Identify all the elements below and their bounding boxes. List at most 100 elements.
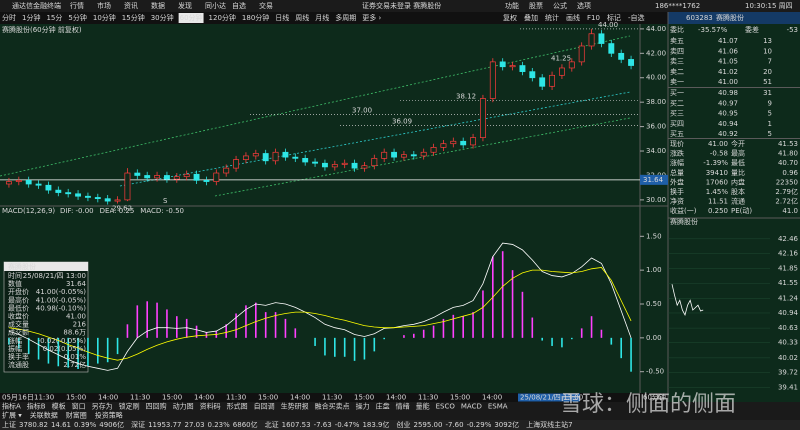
period-tab[interactable]: 30分钟 [151, 13, 174, 22]
tab[interactable]: 投资策略 [95, 411, 123, 420]
period-tab[interactable]: 15分钟 [122, 13, 145, 22]
tab[interactable]: 指标A [2, 402, 21, 411]
info-label: 换手率 [8, 352, 29, 361]
period-tab[interactable]: 10分钟 [93, 13, 116, 22]
tab[interactable]: 量能 [416, 402, 430, 411]
period-tab[interactable]: 120分钟 [209, 13, 236, 22]
ask-label: 卖二 [670, 68, 684, 76]
tab[interactable]: ESCO [436, 403, 456, 411]
menu-item[interactable]: 自选 [232, 1, 246, 10]
tab[interactable]: 四回购 [146, 402, 167, 411]
mini-tick-label: 40.94 [778, 309, 799, 317]
tab[interactable]: MACD [461, 403, 482, 411]
candle-body [15, 179, 22, 182]
tab[interactable]: ESMA [488, 403, 508, 411]
info-value: 216 [73, 321, 87, 329]
tab[interactable]: 扩展 ▾ [2, 411, 22, 420]
toolbar-item[interactable]: 复权 [503, 13, 517, 22]
menu-item[interactable]: 市场 [97, 1, 111, 10]
toolbar-item[interactable]: -自选 [628, 13, 645, 22]
x-tick-label: 15:00 [258, 394, 278, 402]
info-label: 成交量 [8, 320, 29, 329]
tab[interactable]: 情绪 [396, 402, 410, 411]
candle-body [529, 71, 536, 79]
period-tab[interactable]: 15分 [46, 13, 62, 22]
menu-item[interactable]: 资讯 [124, 1, 138, 10]
stat-value: 41.0 [782, 207, 798, 215]
tab[interactable]: 关联数据 [30, 411, 58, 420]
macd-readout: MACD: -0.50 [140, 207, 184, 215]
toolbar-item[interactable]: 统计 [545, 13, 559, 22]
period-tab[interactable]: 60分钟 [180, 13, 203, 22]
menu-tool[interactable]: 功能 [505, 1, 519, 10]
tab[interactable]: 模板 [52, 402, 66, 411]
stock-code: 603283 [686, 14, 713, 22]
tab[interactable]: 资料码 [200, 402, 221, 411]
bid-volume: 31 [763, 89, 772, 97]
bid-price: 40.97 [718, 99, 738, 107]
app-name: 通达信金融终端 [12, 1, 61, 10]
info-label: 最低价 [8, 303, 29, 312]
x-tick-label: 14:00 [482, 394, 502, 402]
tab[interactable]: 庄盘 [376, 402, 390, 411]
period-tab[interactable]: 更多 › [362, 13, 381, 22]
x-tick-label: 15:00 [162, 394, 182, 402]
menu-bar [0, 0, 800, 12]
stat-value: 39410 [706, 169, 728, 177]
info-value: 41.00(-0.05%) [36, 288, 87, 296]
menu-tool[interactable]: 选项 [577, 1, 591, 10]
period-tab[interactable]: 5分钟 [68, 13, 86, 22]
candle-body [450, 140, 457, 145]
tab[interactable]: 另存为 [92, 402, 113, 411]
x-tick-label: 11:30 [418, 394, 438, 402]
x-tick-label: 11:30 [130, 394, 150, 402]
period-tab[interactable]: 日线 [275, 13, 289, 22]
menu-tool[interactable]: 公式 [553, 1, 567, 10]
period-tab[interactable]: 分时 [2, 13, 16, 22]
tab[interactable]: 生势研报 [281, 402, 309, 411]
ask-label: 卖四 [670, 47, 684, 55]
period-tab[interactable]: 1分钟 [22, 13, 40, 22]
candle-body [124, 172, 131, 201]
menu-item[interactable]: 行情 [70, 1, 84, 10]
x-tick-label: 11:30 [226, 394, 246, 402]
tab[interactable]: 形式图 [227, 402, 248, 411]
price-annotation: 36.09 [392, 118, 412, 126]
tab[interactable]: 指标B [27, 402, 46, 411]
candle-body [470, 137, 477, 146]
watermark: 雪球：侧面的侧面 [560, 392, 736, 417]
x-tick-label: 14:00 [386, 394, 406, 402]
period-tab[interactable]: 周线 [295, 13, 309, 22]
toolbar-item[interactable]: 画线 [566, 13, 580, 22]
index-name: 北证 [265, 421, 279, 429]
tab[interactable]: 窗口 [72, 402, 86, 411]
period-tab[interactable]: 多周期 [335, 13, 356, 22]
menu-item[interactable]: 交易 [259, 1, 273, 10]
mini-tick-label: 40.02 [778, 354, 798, 362]
period-tab[interactable]: 180分钟 [242, 13, 269, 22]
toolbar-item[interactable]: 叠加 [524, 13, 538, 22]
info-label: 数值 [8, 279, 22, 288]
menu-item[interactable]: 发现 [178, 1, 192, 10]
tab[interactable]: 动力图 [173, 402, 194, 411]
tab[interactable]: 锁定刷 [119, 402, 140, 411]
mini-tick-label: 40.63 [778, 324, 798, 332]
candle-body [154, 175, 161, 179]
toolbar-item[interactable]: F10 [587, 14, 600, 22]
info-value: 41.00 [66, 313, 86, 321]
y-tick-label: 42.00 [646, 49, 666, 57]
tab[interactable]: 操力 [356, 402, 370, 411]
menu-tool[interactable]: 股票 [529, 2, 543, 10]
tab[interactable]: 自回调 [254, 402, 275, 411]
bid-volume: 9 [768, 99, 772, 107]
y-tick-label: 0.00 [646, 334, 662, 342]
menu-item[interactable]: 同小达 [205, 1, 226, 10]
tab[interactable]: 融合买卖点 [315, 402, 350, 411]
menu-item[interactable]: 数据 [151, 1, 165, 10]
mini-chart-title: 赛腾股份 [670, 217, 698, 226]
diff-label: 委差 [745, 25, 759, 34]
period-tab[interactable]: 月线 [315, 13, 329, 22]
tab[interactable]: 财富圈 [66, 411, 87, 420]
toolbar-item[interactable]: 标记 [607, 13, 621, 22]
